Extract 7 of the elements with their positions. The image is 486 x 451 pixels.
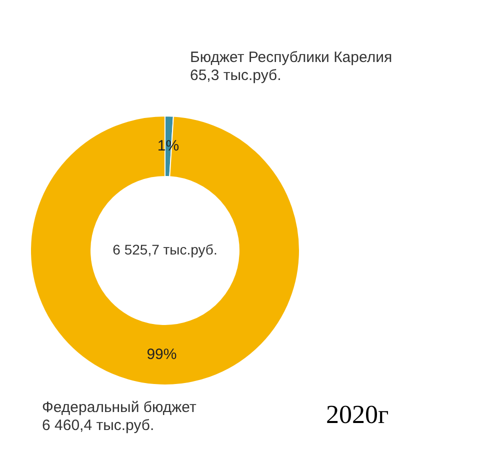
text: 2020г <box>326 400 389 429</box>
text: 65,3 тыс.руб. <box>190 67 282 84</box>
text: 6 525,7 тыс.руб. <box>112 241 218 258</box>
text: 6 460,4 тыс.руб. <box>42 417 154 434</box>
slice-label: Бюджет Республики Карелия <box>190 49 392 66</box>
data-label: 99% <box>146 346 177 363</box>
slice-label: Федеральный бюджет <box>42 399 197 416</box>
